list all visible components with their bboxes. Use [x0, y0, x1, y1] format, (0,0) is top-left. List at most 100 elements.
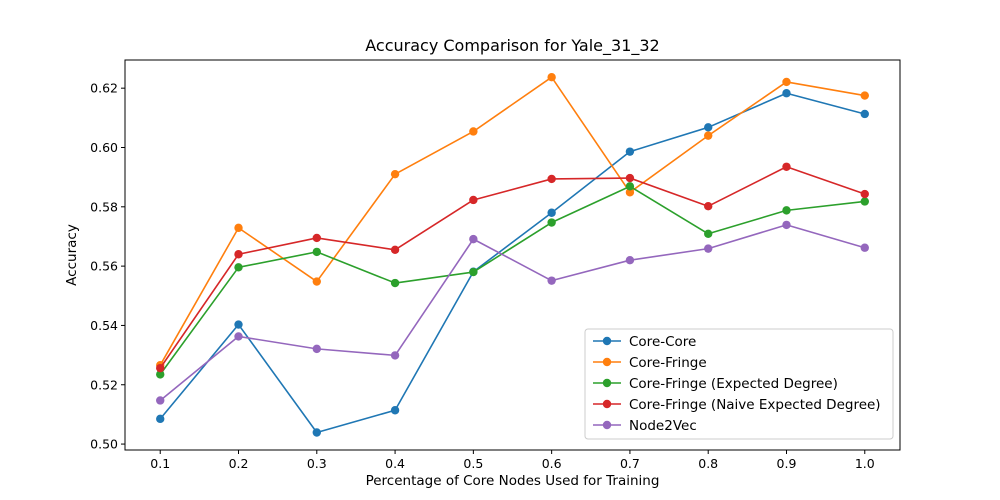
legend-label: Core-Fringe (Naive Expected Degree)	[629, 397, 881, 413]
x-tick-label: 0.4	[385, 456, 405, 471]
y-tick-label: 0.58	[90, 199, 118, 214]
x-tick-label: 0.5	[463, 456, 483, 471]
y-tick-label: 0.60	[90, 140, 118, 155]
data-point	[312, 247, 321, 257]
series-0	[156, 89, 869, 437]
legend-label: Core-Core	[629, 334, 696, 350]
y-tick-label: 0.54	[90, 318, 118, 333]
x-tick-label: 0.7	[620, 456, 640, 471]
data-point	[860, 197, 869, 206]
data-point	[390, 278, 400, 288]
data-point	[782, 220, 791, 230]
data-point	[860, 189, 869, 199]
series-line	[159, 224, 865, 402]
series-line	[159, 185, 865, 375]
series-line	[159, 92, 865, 434]
series-2	[156, 182, 869, 379]
legend-marker	[602, 420, 612, 430]
data-point	[156, 396, 165, 405]
y-tick-label: 0.62	[90, 81, 118, 96]
legend-item: Core-Fringe (Naive Expected Degree)	[593, 397, 881, 413]
data-point	[547, 208, 556, 217]
data-point	[390, 351, 400, 360]
legend-marker	[602, 399, 612, 409]
data-point	[156, 363, 165, 373]
data-point	[782, 89, 791, 98]
legend-label: Node2Vec	[629, 418, 697, 434]
data-point	[469, 195, 478, 205]
data-point	[547, 73, 556, 82]
data-point	[156, 370, 165, 379]
data-point	[704, 229, 713, 238]
legend-item: Core-Fringe (Expected Degree)	[593, 376, 838, 392]
x-tick-label: 0.3	[307, 456, 327, 471]
data-point	[312, 277, 321, 286]
x-axis-label: Percentage of Core Nodes Used for Traini…	[366, 473, 660, 489]
legend-label: Core-Fringe (Expected Degree)	[629, 376, 838, 392]
data-point	[312, 428, 321, 437]
data-point	[860, 109, 869, 119]
legend-label: Core-Fringe	[629, 355, 707, 371]
data-point	[312, 233, 321, 243]
series-4	[156, 220, 869, 405]
legend: Core-Core Core-Fringe Core-Fringe (Expecte…	[584, 328, 894, 440]
x-tick-label: 0.2	[229, 456, 249, 471]
series-line	[159, 165, 866, 369]
data-point	[782, 162, 791, 171]
data-point	[625, 255, 635, 265]
data-point	[234, 263, 243, 272]
data-point	[704, 202, 713, 211]
data-point	[234, 332, 243, 341]
data-point	[234, 250, 243, 259]
plot-area	[124, 59, 901, 451]
data-point	[860, 243, 869, 252]
legend-marker	[602, 378, 612, 388]
legend-item: Node2Vec	[593, 418, 697, 434]
data-point	[390, 406, 400, 415]
x-axis: 0.1 0.2 0.3 0.4 0.5 0.6 0.7 0.8 0.9 1.0	[150, 450, 875, 471]
series-1	[156, 73, 869, 370]
legend-marker	[602, 357, 612, 367]
legend-box	[584, 328, 894, 440]
data-point	[469, 234, 478, 244]
x-tick-label: 0.6	[542, 456, 562, 471]
data-point	[704, 131, 713, 140]
plot-frame	[124, 59, 901, 451]
y-tick-label: 0.50	[90, 437, 118, 452]
data-point	[234, 320, 243, 329]
data-point	[625, 147, 635, 156]
data-point	[547, 276, 556, 285]
data-point	[156, 414, 165, 424]
x-tick-label: 0.9	[777, 456, 797, 471]
data-point	[782, 77, 791, 87]
y-tick-label: 0.56	[90, 259, 118, 274]
data-point	[547, 218, 556, 227]
data-point	[782, 206, 791, 215]
series-line	[159, 76, 865, 366]
data-point	[625, 188, 635, 197]
y-axis: 0.50 0.52 0.54 0.56 0.58 0.60 0.62	[90, 81, 125, 452]
data-point	[860, 91, 869, 100]
legend-marker	[602, 336, 612, 346]
data-point	[625, 182, 635, 191]
y-tick-label: 0.52	[90, 377, 118, 392]
data-point	[704, 123, 713, 132]
data-point	[390, 169, 400, 179]
legend-item: Core-Fringe	[593, 355, 707, 371]
data-point	[312, 344, 321, 354]
series-3	[156, 162, 869, 373]
x-tick-label: 1.0	[855, 456, 875, 471]
y-axis-label: Accuracy	[64, 224, 80, 286]
chart-title: Accuracy Comparison for Yale_31_32	[365, 36, 659, 56]
data-point	[625, 173, 635, 183]
x-tick-label: 0.8	[698, 456, 718, 471]
data-point	[234, 223, 243, 233]
data-point	[390, 245, 400, 255]
data-point	[469, 127, 478, 136]
data-point	[704, 244, 713, 253]
data-point	[547, 174, 556, 184]
x-tick-label: 0.1	[150, 456, 170, 471]
data-point	[469, 267, 478, 277]
legend-item: Core-Core	[593, 334, 696, 350]
